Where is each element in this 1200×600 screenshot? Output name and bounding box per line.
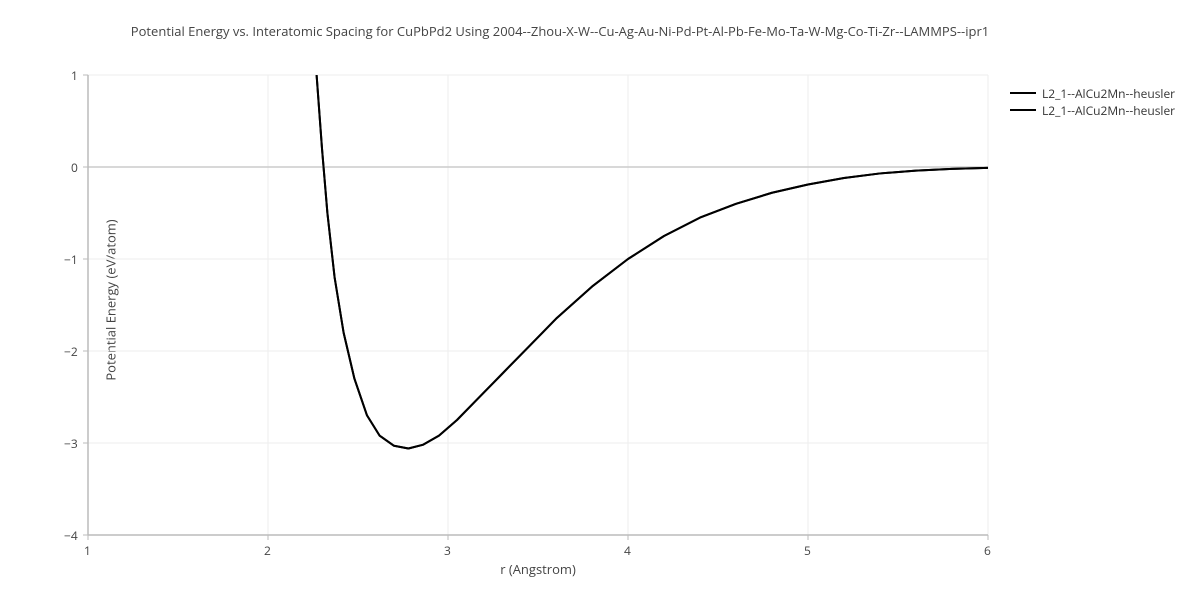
legend-label: L2_1--AlCu2Mn--heusler	[1042, 102, 1175, 119]
y-tick-label: −4	[64, 527, 78, 544]
x-tick-label: 2	[264, 542, 271, 559]
y-tick-label: 1	[71, 67, 78, 84]
y-tick-label: 0	[71, 159, 78, 176]
legend-label: L2_1--AlCu2Mn--heusler	[1042, 85, 1175, 102]
x-tick-label: 5	[804, 542, 811, 559]
y-tick-label: −2	[64, 343, 78, 360]
x-tick-label: 3	[444, 542, 451, 559]
x-tick-label: 6	[984, 542, 991, 559]
legend-item[interactable]: L2_1--AlCu2Mn--heusler	[1010, 85, 1175, 101]
legend: L2_1--AlCu2Mn--heuslerL2_1--AlCu2Mn--heu…	[1010, 85, 1175, 119]
legend-item[interactable]: L2_1--AlCu2Mn--heusler	[1010, 102, 1175, 118]
y-tick-label: −1	[64, 251, 78, 268]
x-tick-label: 4	[624, 542, 631, 559]
x-tick-label: 1	[84, 542, 91, 559]
legend-swatch	[1010, 92, 1036, 94]
legend-swatch	[1010, 109, 1036, 111]
y-tick-label: −3	[64, 435, 78, 452]
